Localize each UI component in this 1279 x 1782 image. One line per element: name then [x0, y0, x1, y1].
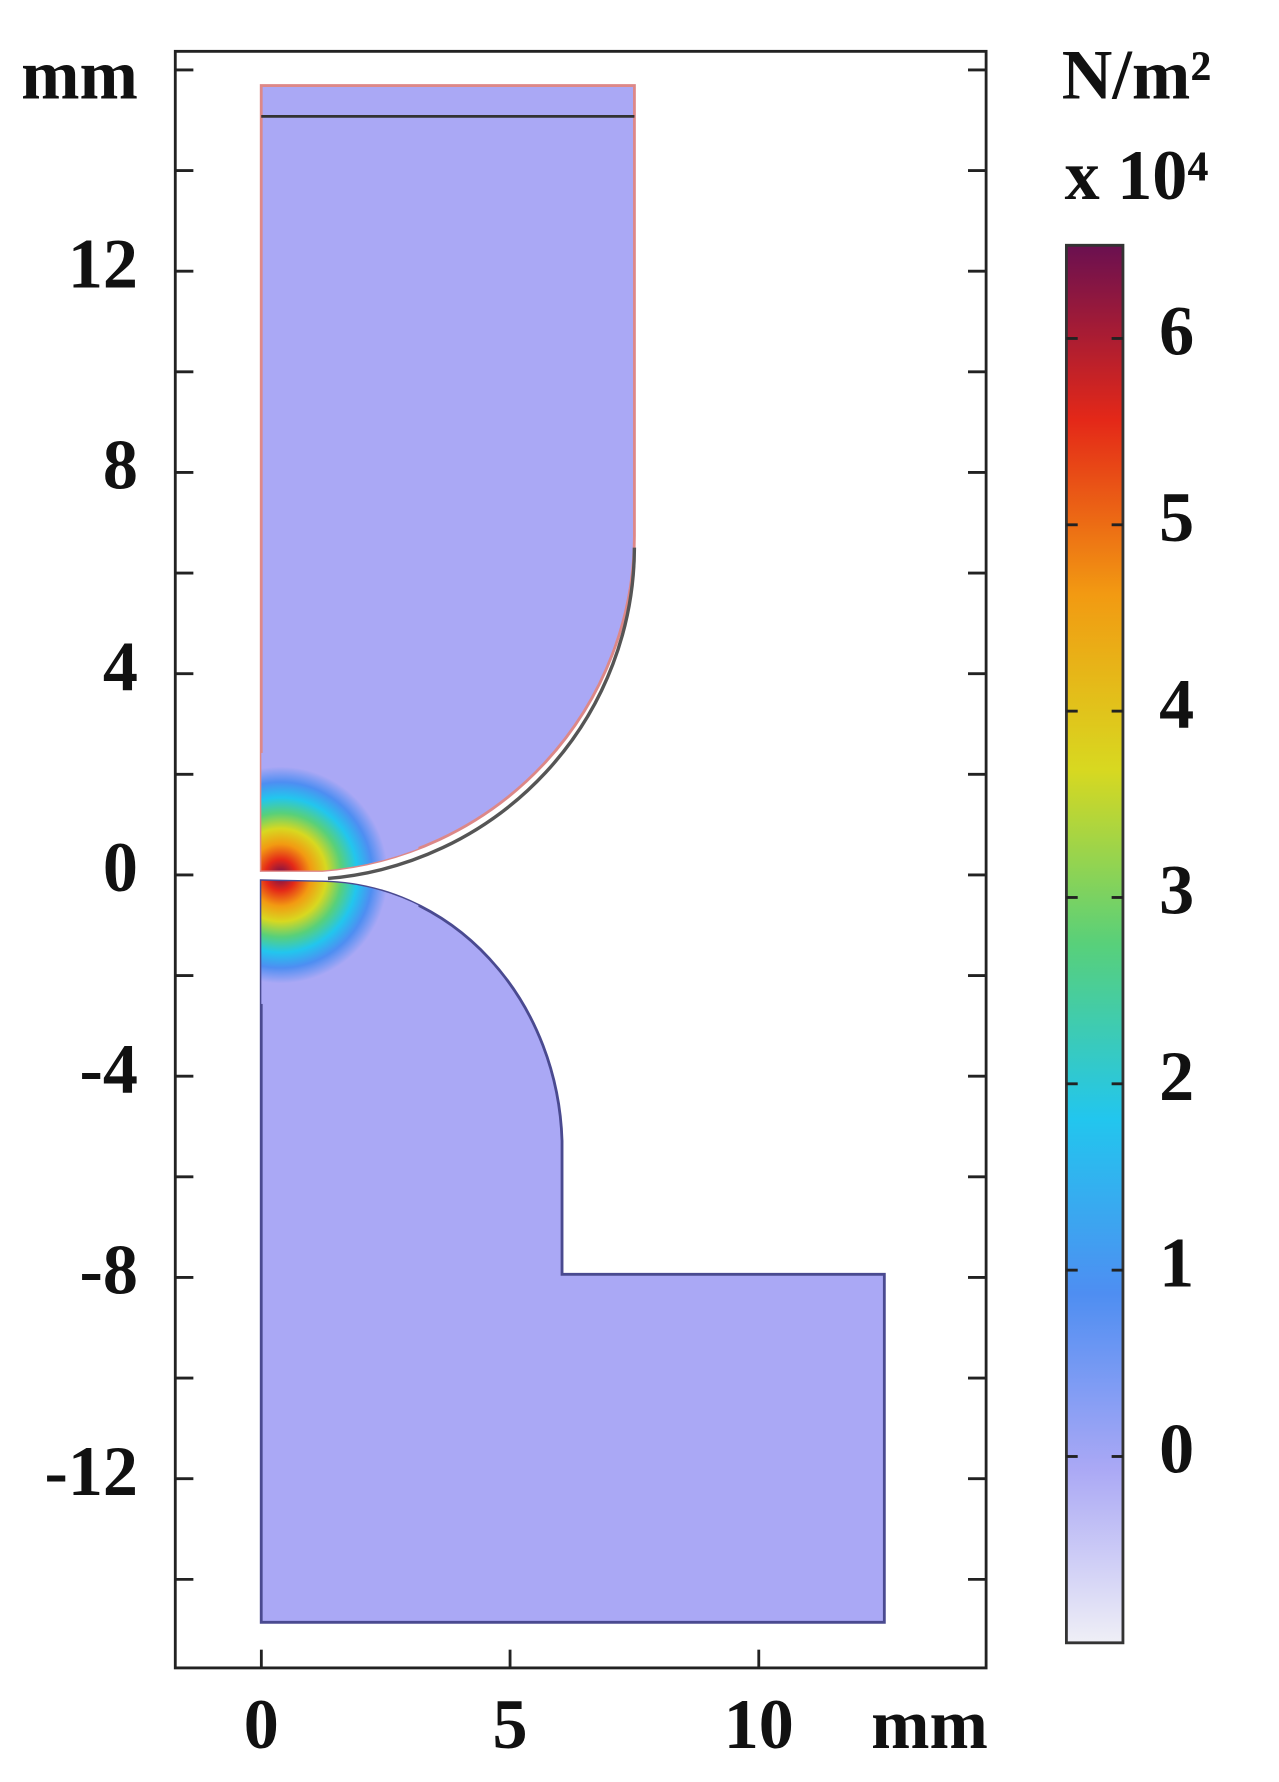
colorbar-tick-label: 0 [1159, 1410, 1194, 1488]
upper-body [259, 84, 636, 872]
y-tick-label: 0 [103, 829, 138, 907]
colorbar-tick-label: 4 [1159, 665, 1194, 743]
y-tick-label: 8 [103, 426, 138, 504]
y-tick-label: -4 [80, 1030, 138, 1108]
geometry [259, 84, 886, 1624]
y-axis-label: mm [21, 36, 138, 114]
x-axis-label: mm [871, 1686, 988, 1764]
gap-arc [327, 547, 637, 881]
colorbar-tick-label: 6 [1159, 292, 1194, 370]
y-tick-label: 4 [103, 628, 138, 706]
y-tick-label: -12 [45, 1433, 138, 1511]
colorbar-tick-label: 3 [1159, 851, 1194, 929]
colorbar-tick-label: 1 [1159, 1224, 1194, 1302]
colorbar-label: N/m² [1062, 36, 1212, 114]
colorbar-tick-label: 5 [1159, 479, 1194, 557]
stress-hotspot [261, 752, 419, 1004]
y-tick-label: 12 [68, 225, 138, 303]
y-tick-label: -8 [80, 1231, 138, 1309]
plot-frame [173, 49, 988, 1670]
x-tick-label: 0 [244, 1686, 279, 1764]
colorbar [1064, 243, 1125, 1645]
x-tick-label: 10 [724, 1686, 794, 1764]
colorbar-tick-label: 2 [1159, 1038, 1194, 1116]
colorbar-scale: x 10⁴ [1065, 136, 1209, 214]
x-tick-label: 5 [493, 1686, 528, 1764]
